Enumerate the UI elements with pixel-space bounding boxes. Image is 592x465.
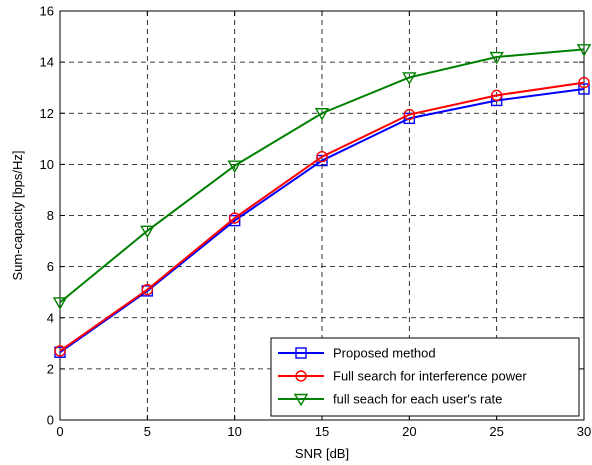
data-point [141,283,154,296]
data-point [403,108,416,121]
data-point [403,112,416,125]
x-tick-label: 15 [315,424,329,439]
y-tick-label: 14 [40,55,54,70]
data-point [578,83,590,95]
legend-entry: Full search for interference power [333,369,527,384]
x-axis-label: SNR [dB] [295,446,349,461]
legend-marker [295,347,307,359]
y-tick-label: 16 [40,4,54,19]
x-tick-label: 10 [227,424,241,439]
y-tick-label: 6 [47,259,54,274]
data-point [316,151,328,163]
y-axis-label: Sum-capacity [bps/Hz] [10,150,25,280]
data-point [54,345,66,357]
legend-entry: full seach for each user's rate [333,392,502,407]
y-tick-label: 10 [40,157,54,172]
data-point [227,160,242,174]
x-tick-label: 25 [489,424,503,439]
data-point [576,44,592,57]
data-point [314,108,330,121]
data-series [52,44,592,358]
legend-marker [295,370,307,382]
series-line [59,81,585,352]
legend: Proposed method Full search for interfere… [270,337,580,417]
y-tick-label: 8 [47,208,54,223]
data-point [140,225,155,239]
series-2 [54,76,590,357]
data-point [52,297,68,310]
series-3 [52,44,592,310]
data-point [228,212,241,224]
data-point [490,89,503,102]
legend-marker [293,393,309,407]
y-tick-label: 2 [47,361,54,376]
x-tick-label: 0 [56,424,63,439]
y-tick-label: 0 [47,413,54,428]
y-tick-label: 12 [40,106,54,121]
series-line [59,48,585,304]
y-tick-label: 4 [47,310,54,325]
x-tick-label: 5 [144,424,151,439]
x-tick-label: 30 [577,424,591,439]
legend-entry: Proposed method [333,346,436,361]
data-point [402,72,417,85]
data-point [489,51,504,65]
axis-ticks: 0 5 10 15 20 25 30 0 2 4 6 8 10 12 14 16 [40,4,592,440]
data-point [578,76,590,89]
x-tick-label: 20 [402,424,416,439]
